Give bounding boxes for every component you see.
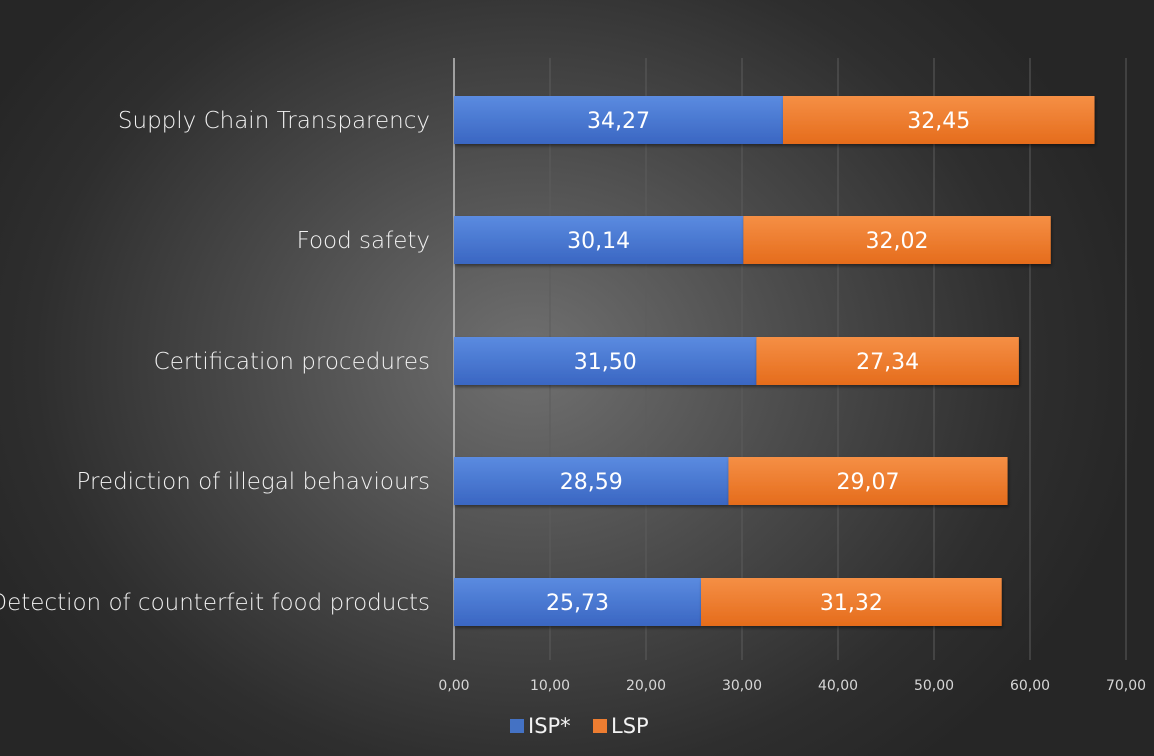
category-label: Detection of counterfeit food products bbox=[0, 590, 430, 616]
bar-isp bbox=[454, 457, 729, 505]
bar-isp bbox=[454, 216, 744, 264]
legend-swatch bbox=[510, 719, 524, 733]
data-label: 31,50 bbox=[574, 350, 637, 375]
data-label: 32,02 bbox=[866, 229, 929, 254]
legend-label: ISP* bbox=[528, 714, 571, 738]
data-label: 28,59 bbox=[560, 470, 623, 495]
bar-isp bbox=[454, 96, 783, 144]
x-tick-label: 30,00 bbox=[722, 678, 762, 694]
bar-isp bbox=[454, 578, 702, 626]
data-label: 31,32 bbox=[820, 591, 883, 616]
bar-lsp bbox=[743, 216, 1051, 264]
x-axis-ticks: 0,00 10,00 20,00 30,00 40,00 50,00 60,00 70,00 bbox=[438, 678, 1146, 694]
data-label: 25,73 bbox=[546, 591, 609, 616]
data-label: 29,07 bbox=[837, 470, 900, 495]
category-label: Certification procedures bbox=[154, 349, 430, 375]
x-tick-label: 0,00 bbox=[438, 678, 469, 694]
category-label: Prediction of illegal behaviours bbox=[77, 469, 430, 495]
bars: 34,27 32,45 30,14 32,02 31,50 27,34 28,59 29,07… bbox=[454, 96, 1095, 626]
x-tick-label: 40,00 bbox=[818, 678, 858, 694]
x-tick-label: 70,00 bbox=[1106, 678, 1146, 694]
data-label: 30,14 bbox=[567, 229, 630, 254]
x-tick-label: 20,00 bbox=[626, 678, 666, 694]
bar-isp bbox=[454, 337, 757, 385]
bar-lsp bbox=[701, 578, 1002, 626]
bar-lsp bbox=[756, 337, 1019, 385]
legend: ISP* LSP bbox=[510, 714, 649, 738]
x-tick-label: 60,00 bbox=[1010, 678, 1050, 694]
category-label: Supply Chain Transparency bbox=[118, 108, 430, 134]
data-label: 27,34 bbox=[856, 350, 919, 375]
category-label: Food safety bbox=[297, 228, 430, 254]
data-label: 32,45 bbox=[907, 109, 970, 134]
data-label: 34,27 bbox=[587, 109, 650, 134]
legend-label: LSP bbox=[611, 714, 649, 738]
bar-lsp bbox=[728, 457, 1008, 505]
legend-swatch bbox=[593, 719, 607, 733]
x-tick-label: 10,00 bbox=[530, 678, 570, 694]
bar-lsp bbox=[782, 96, 1095, 144]
x-tick-label: 50,00 bbox=[914, 678, 954, 694]
category-labels: Supply Chain Transparency Food safety Cert… bbox=[0, 108, 430, 616]
